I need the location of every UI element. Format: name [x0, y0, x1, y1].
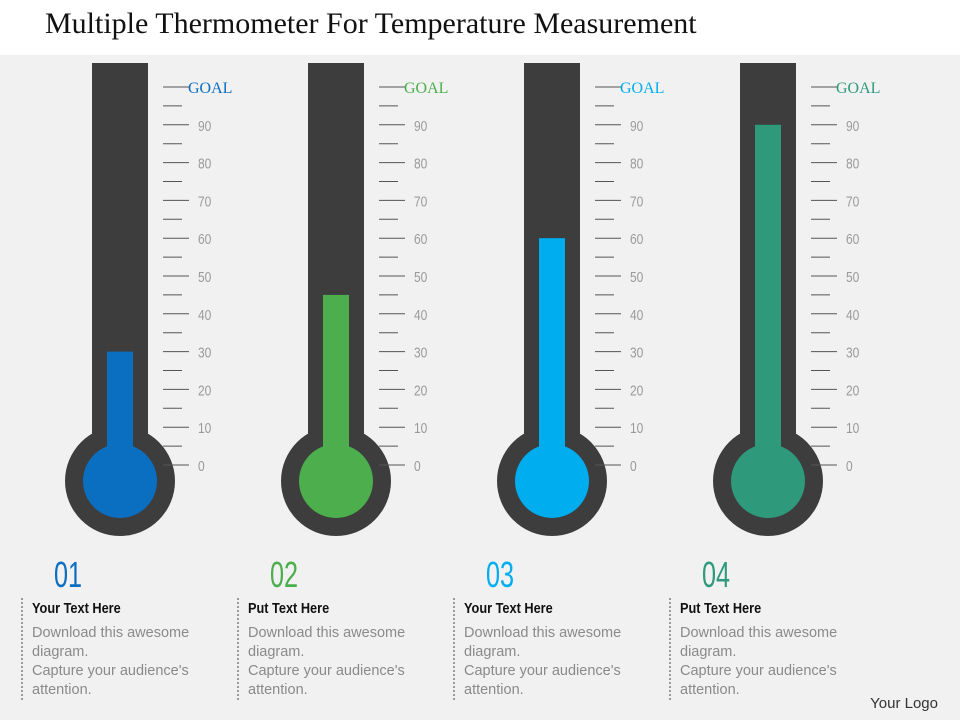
card-text: diagram. [248, 644, 304, 660]
card-text: Download this awesome [248, 625, 405, 641]
tick-label: 40 [630, 307, 644, 324]
card-text: attention. [680, 682, 740, 698]
tick-label: 80 [630, 155, 644, 172]
card-text: Capture your audience's [680, 663, 837, 679]
step-number: 02 [270, 555, 298, 596]
tick-label: 90 [846, 118, 860, 135]
tick-label: 30 [414, 344, 428, 361]
tick-label: 60 [846, 231, 860, 248]
card-text: Capture your audience's [464, 663, 621, 679]
tick-label: 30 [198, 344, 212, 361]
tick-label: 10 [846, 420, 860, 437]
tick-label: 10 [198, 420, 212, 437]
chart-title: Multiple Thermometer For Temperature Mea… [45, 7, 697, 40]
tick-label: 70 [198, 193, 212, 210]
level [323, 294, 349, 481]
goal-label: GOAL [188, 80, 232, 97]
goal-label: GOAL [404, 80, 448, 97]
tick-label: 10 [414, 420, 428, 437]
tick-label: 50 [414, 269, 428, 286]
tick-label: 20 [414, 382, 428, 399]
tick-label: 90 [630, 118, 644, 135]
card-text: Capture your audience's [32, 663, 189, 679]
tick-label: 0 [846, 458, 853, 475]
card-text: Capture your audience's [248, 663, 405, 679]
title-bar [0, 0, 960, 55]
card-text: Download this awesome [464, 625, 621, 641]
tick-label: 50 [846, 269, 860, 286]
card-text: attention. [464, 682, 524, 698]
tick-label: 90 [198, 118, 212, 135]
level [755, 124, 781, 482]
tick-label: 60 [198, 231, 212, 248]
card-heading: Your Text Here [464, 599, 553, 616]
step-number: 04 [702, 555, 730, 596]
tick-label: 60 [414, 231, 428, 248]
tick-label: 70 [414, 193, 428, 210]
goal-label: GOAL [836, 80, 880, 97]
tick-label: 20 [630, 382, 644, 399]
card-text: Download this awesome [680, 625, 837, 641]
tick-label: 10 [630, 420, 644, 437]
card-text: diagram. [680, 644, 736, 660]
card-text: diagram. [32, 644, 88, 660]
tick-label: 30 [846, 344, 860, 361]
card-text: attention. [248, 682, 308, 698]
tick-label: 80 [414, 155, 428, 172]
card-heading: Put Text Here [680, 599, 761, 616]
tick-label: 20 [198, 382, 212, 399]
tick-label: 90 [414, 118, 428, 135]
tick-label: 60 [630, 231, 644, 248]
tick-label: 0 [630, 458, 637, 475]
card-text: diagram. [464, 644, 520, 660]
tick-label: 0 [414, 458, 421, 475]
card-text: attention. [32, 682, 92, 698]
goal-label: GOAL [620, 80, 664, 97]
tick-label: 80 [198, 155, 212, 172]
step-number: 01 [54, 555, 82, 596]
card-heading: Put Text Here [248, 599, 329, 616]
tick-label: 70 [846, 193, 860, 210]
level [107, 351, 133, 481]
tick-label: 0 [198, 458, 205, 475]
tick-label: 40 [414, 307, 428, 324]
tick-label: 80 [846, 155, 860, 172]
tick-label: 40 [198, 307, 212, 324]
tick-label: 20 [846, 382, 860, 399]
card-heading: Your Text Here [32, 599, 121, 616]
tick-label: 40 [846, 307, 860, 324]
level [539, 238, 565, 481]
tick-label: 50 [198, 269, 212, 286]
tick-label: 70 [630, 193, 644, 210]
tick-label: 50 [630, 269, 644, 286]
card-text: Download this awesome [32, 625, 189, 641]
logo: Your Logo [870, 695, 938, 712]
tick-label: 30 [630, 344, 644, 361]
step-number: 03 [486, 555, 514, 596]
